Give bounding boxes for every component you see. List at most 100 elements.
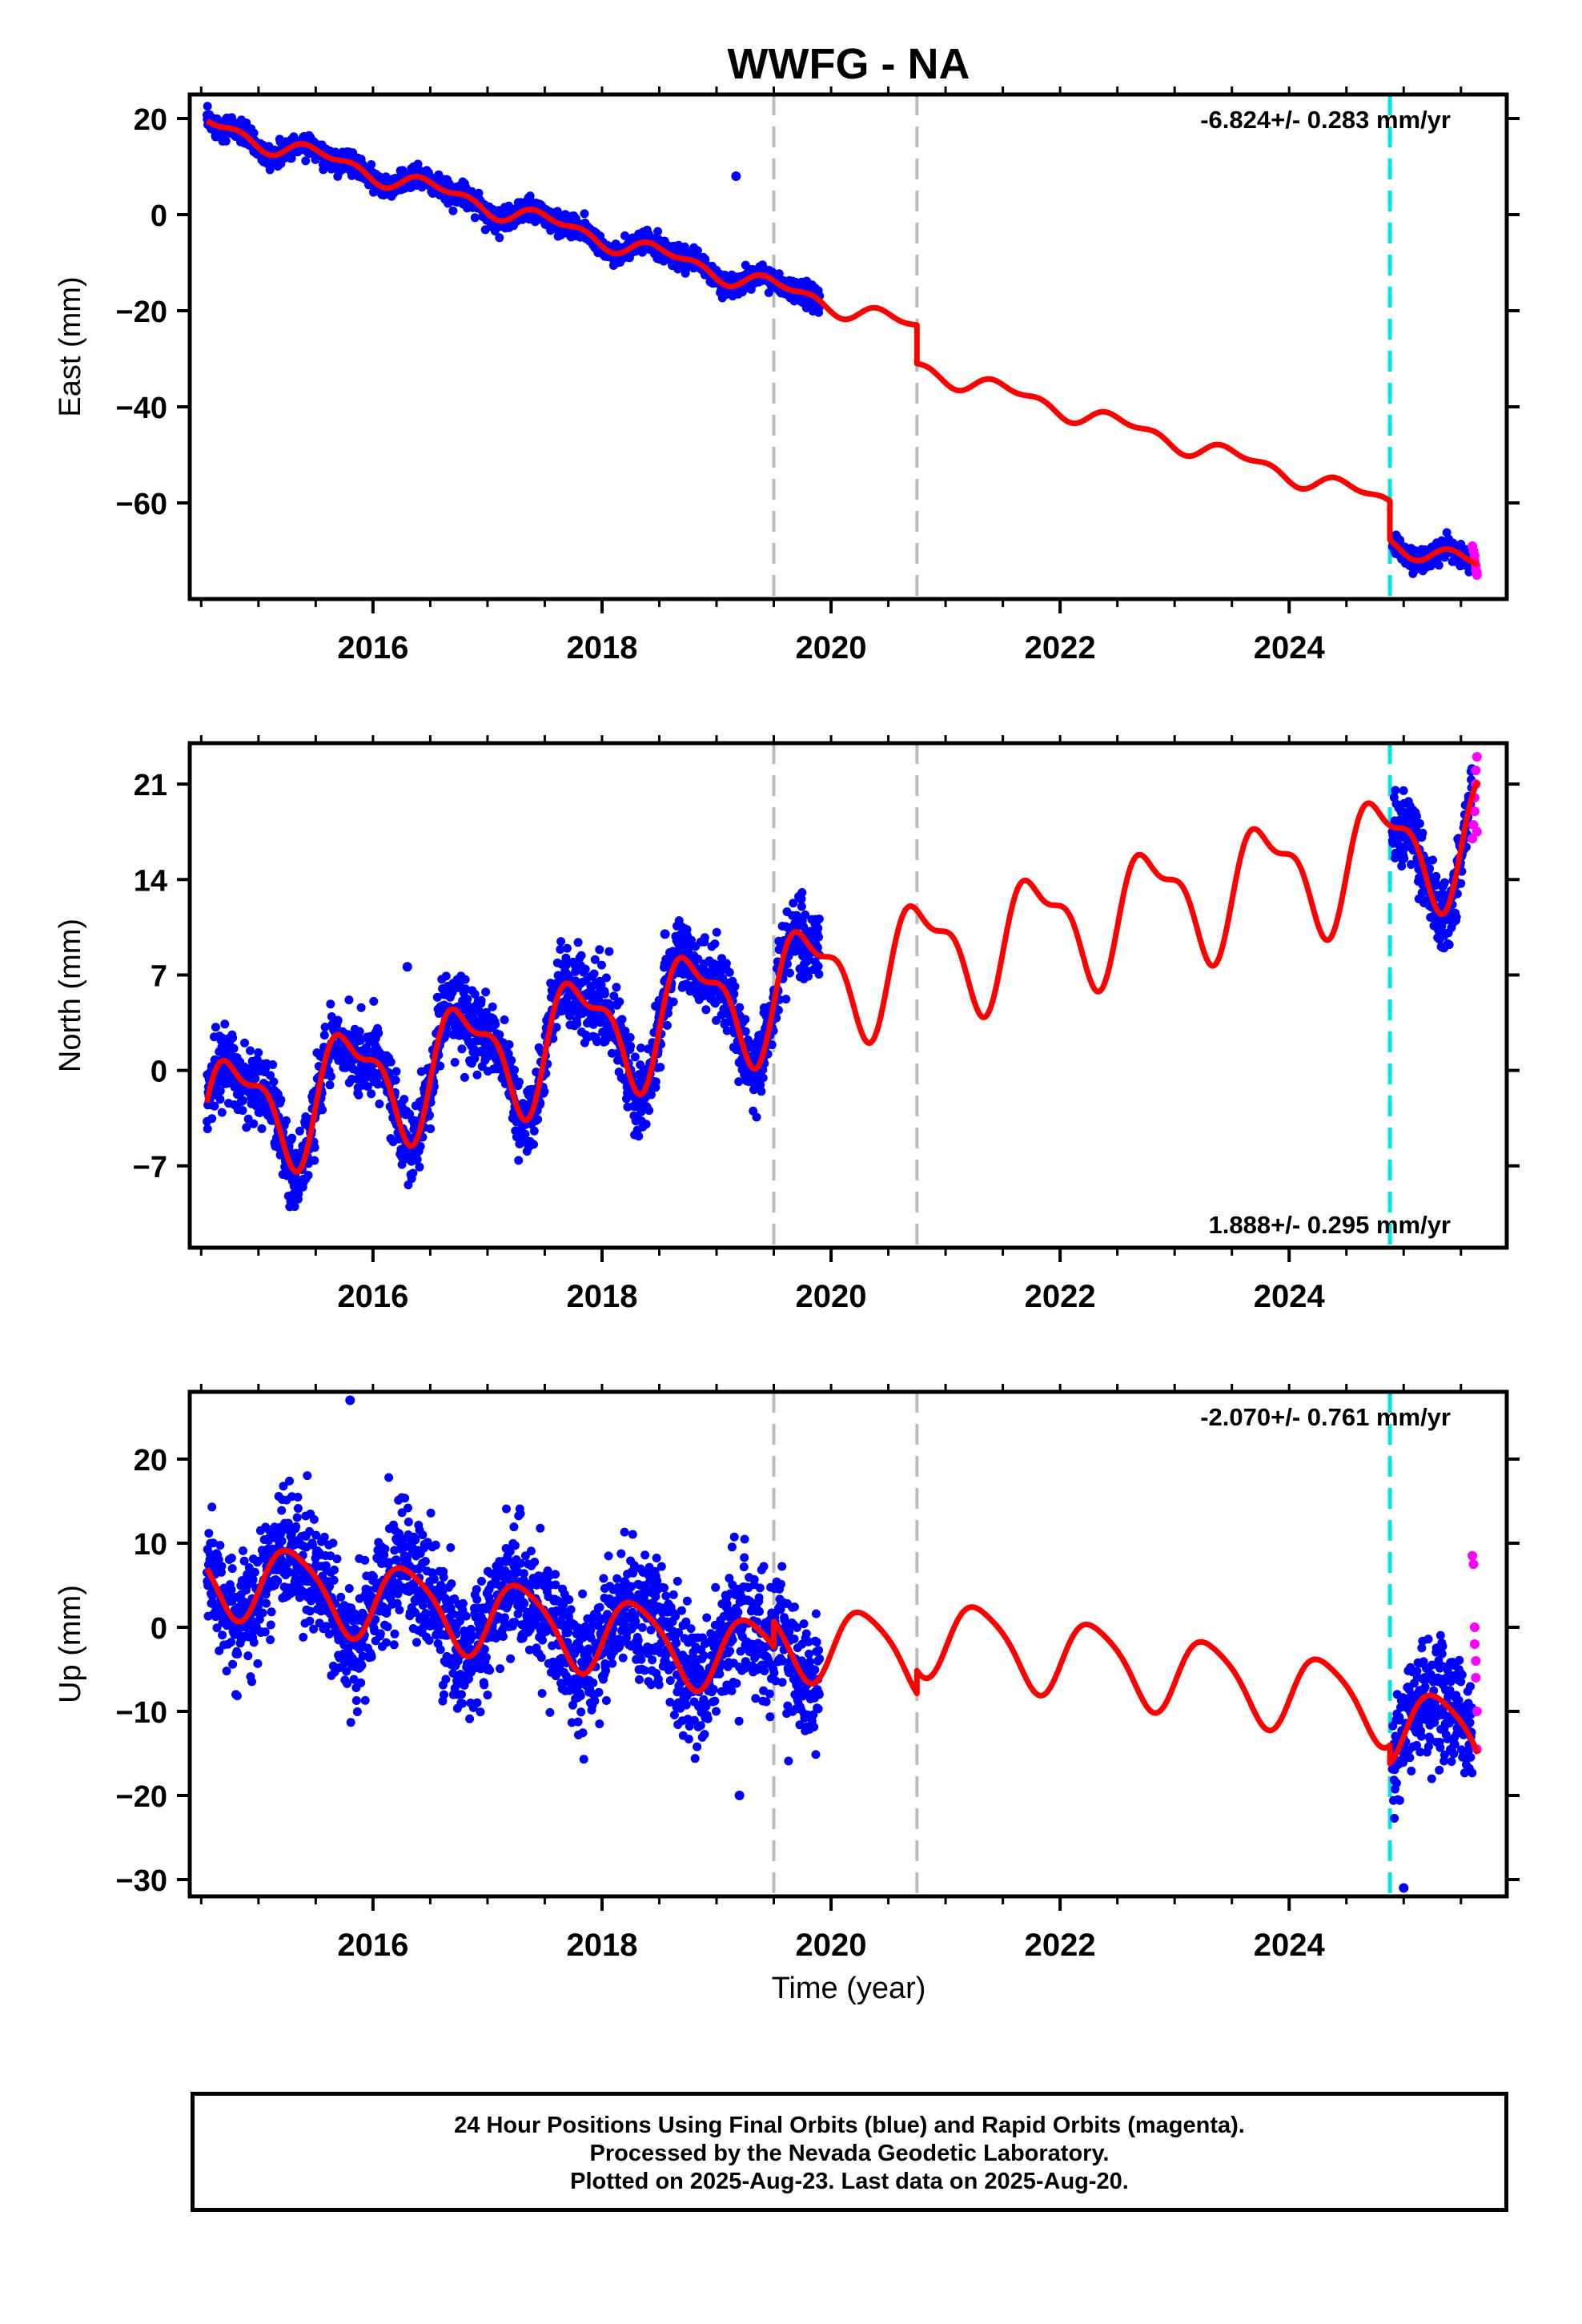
final-orbit-point xyxy=(391,1076,400,1085)
final-orbit-point xyxy=(207,1502,217,1512)
final-orbit-point xyxy=(460,975,470,984)
final-orbit-point xyxy=(814,970,824,979)
final-orbit-point xyxy=(556,937,566,947)
final-orbit-point xyxy=(239,1096,247,1105)
final-orbit-point xyxy=(282,1116,291,1125)
final-orbit-point xyxy=(227,1564,237,1574)
final-orbit-point xyxy=(515,1077,524,1087)
final-orbit-point xyxy=(303,1171,313,1180)
final-orbit-point xyxy=(573,938,583,947)
final-orbit-points xyxy=(203,1395,1477,1893)
final-orbit-point xyxy=(416,1142,425,1151)
final-orbit-point xyxy=(253,1659,263,1668)
final-orbit-point xyxy=(215,1086,225,1096)
final-orbit-point xyxy=(580,209,589,219)
final-orbit-point xyxy=(412,1155,422,1164)
final-orbit-point xyxy=(268,1060,278,1069)
final-orbit-point xyxy=(488,1002,497,1011)
final-orbit-point xyxy=(644,1106,654,1116)
final-orbit-point xyxy=(572,1019,582,1029)
final-orbit-point xyxy=(247,1677,256,1687)
final-orbit-point xyxy=(472,1070,482,1080)
final-orbit-point xyxy=(287,1133,297,1143)
final-orbit-point xyxy=(1428,855,1437,865)
final-orbit-point xyxy=(741,1015,750,1024)
final-orbit-point xyxy=(525,191,535,201)
rate-label: 1.888+/- 0.295 mm/yr xyxy=(1209,1211,1451,1239)
final-orbit-point xyxy=(249,1119,259,1128)
final-orbit-point xyxy=(221,136,231,146)
final-orbit-point xyxy=(1431,871,1441,881)
final-orbit-point xyxy=(386,1057,396,1067)
final-orbit-point xyxy=(227,1554,236,1562)
x-tick-label: 2022 xyxy=(1025,630,1096,665)
final-orbit-point xyxy=(299,1632,308,1642)
final-orbit-point xyxy=(725,967,734,977)
final-orbit-point xyxy=(470,213,480,223)
y-tick-label: 0 xyxy=(151,1055,167,1089)
rate-label: -6.824+/- 0.283 mm/yr xyxy=(1200,106,1451,134)
y-axis-label: North (mm) xyxy=(54,919,87,1072)
final-orbit-point xyxy=(595,945,604,955)
final-orbit-point xyxy=(626,1041,636,1051)
final-orbit-point xyxy=(814,915,824,923)
final-orbit-point xyxy=(305,1616,315,1626)
final-orbit-point xyxy=(757,1087,766,1096)
rapid-orbit-point xyxy=(1472,826,1482,837)
final-orbit-point xyxy=(510,1065,520,1075)
final-orbit-point xyxy=(260,1627,270,1637)
final-orbit-point xyxy=(277,1536,287,1546)
chart-title: WWFG - NA xyxy=(728,40,970,88)
x-tick-label: 2022 xyxy=(1025,1279,1096,1314)
final-orbit-point xyxy=(240,1038,249,1047)
final-orbit-point xyxy=(600,989,609,999)
y-tick-label: 20 xyxy=(134,103,167,137)
final-orbit-point xyxy=(617,1015,627,1024)
final-orbit-point xyxy=(712,927,721,937)
outlier-point xyxy=(731,171,741,181)
final-orbit-point xyxy=(215,1541,225,1550)
final-orbit-point xyxy=(283,1518,293,1528)
final-orbit-point xyxy=(233,1650,243,1659)
final-orbit-point xyxy=(408,1168,418,1178)
final-orbit-point xyxy=(710,939,720,949)
final-orbit-point xyxy=(529,1140,538,1149)
final-orbit-point xyxy=(1439,878,1449,887)
final-orbit-point xyxy=(701,1005,711,1015)
final-orbit-point xyxy=(246,1046,255,1055)
final-orbit-point xyxy=(243,1651,253,1661)
final-orbit-point xyxy=(500,1015,509,1024)
final-orbit-point xyxy=(266,1635,275,1645)
x-tick-label: 2016 xyxy=(337,1279,408,1314)
x-tick-label: 2024 xyxy=(1254,1279,1326,1314)
final-orbit-point xyxy=(217,1562,227,1571)
outlier-point xyxy=(402,962,412,972)
final-orbit-point xyxy=(495,233,504,243)
final-orbit-point xyxy=(400,1095,409,1104)
final-orbit-point xyxy=(265,165,275,175)
final-orbit-point xyxy=(228,1033,238,1043)
final-orbit-point xyxy=(204,1529,214,1538)
final-orbit-point xyxy=(1399,854,1409,863)
final-orbit-point xyxy=(460,1072,469,1082)
final-orbit-point xyxy=(374,1028,383,1038)
final-orbit-point xyxy=(604,947,614,956)
final-orbit-point xyxy=(797,888,807,897)
final-orbit-point xyxy=(309,1514,319,1524)
final-orbit-point xyxy=(373,1080,383,1089)
rapid-orbit-point xyxy=(1472,568,1482,577)
final-orbit-point xyxy=(327,1072,335,1081)
final-orbit-point xyxy=(1395,536,1405,545)
final-orbit-point xyxy=(210,1101,219,1111)
final-orbit-point xyxy=(367,160,376,169)
x-tick-label: 2020 xyxy=(796,630,867,665)
final-orbit-point xyxy=(251,1074,260,1084)
final-orbit-point xyxy=(436,1061,445,1071)
final-orbit-point xyxy=(369,996,379,1006)
final-orbit-point xyxy=(630,1052,640,1062)
final-orbit-point xyxy=(700,933,709,943)
y-tick-label: −40 xyxy=(116,392,167,425)
